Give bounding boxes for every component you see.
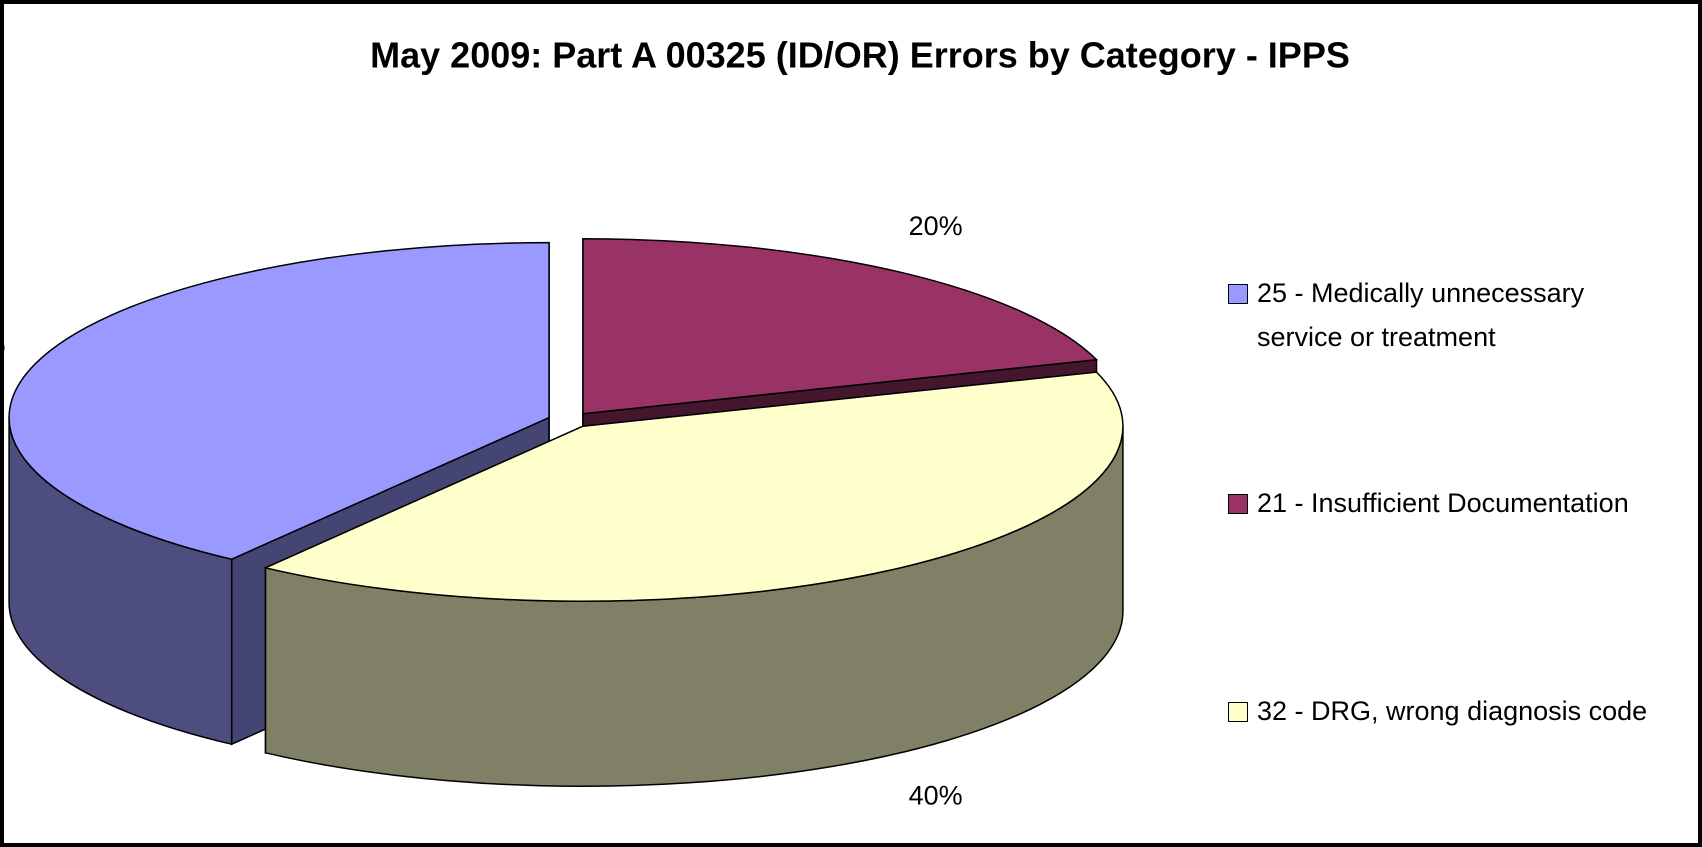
legend-swatch [1228,284,1248,304]
legend-label: 21 - Insufficient Documentation [1257,488,1629,518]
legend-label: 25 - Medically unnecessary service or tr… [1257,278,1585,352]
slice-tops [8,238,1124,602]
slice [8,241,550,560]
data-label: 40% [0,330,5,360]
slice [582,238,1099,415]
data-label: 20% [909,211,963,241]
legend-swatch [1228,702,1248,722]
slice [263,371,1124,602]
data-label: 40% [909,780,963,810]
legend-label: 32 - DRG, wrong diagnosis code [1257,696,1648,726]
legend-swatch [1228,494,1248,514]
chart-title: May 2009: Part A 00325 (ID/OR) Errors by… [370,35,1350,76]
